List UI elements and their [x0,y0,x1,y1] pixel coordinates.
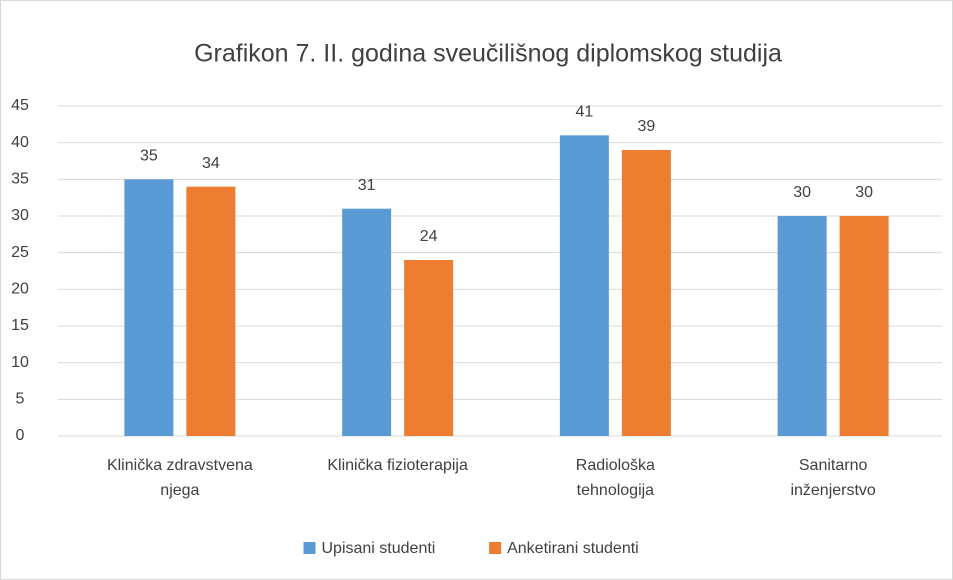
y-tick-label: 20 [11,281,29,298]
bar [404,260,454,436]
x-tick-label: inženjerstvo [790,482,875,499]
data-label: 34 [202,155,220,172]
legend-swatch [303,542,316,554]
y-tick-label: 35 [11,171,29,188]
y-tick-label: 40 [11,134,29,151]
x-tick-label: tehnologija [577,482,655,499]
y-tick-label: 45 [11,97,29,114]
bar [839,216,889,436]
data-label: 31 [358,177,376,194]
bar [186,186,236,436]
bar [342,208,392,436]
x-tick-label: njega [160,482,199,499]
data-label: 24 [420,228,438,245]
bar [621,150,671,436]
y-tick-label: 0 [16,427,25,444]
data-label: 35 [140,148,158,165]
bar [124,179,174,437]
y-tick-label: 30 [11,207,29,224]
y-tick-label: 15 [11,317,29,334]
data-label: 30 [793,184,811,201]
x-tick-label: Klinička fizioterapija [327,457,468,474]
data-label: 30 [855,184,873,201]
data-label: 39 [637,118,655,135]
legend-swatch [489,542,502,554]
data-label: 41 [575,104,593,121]
bar [777,216,827,436]
chart-title: Grafikon 7. II. godina sveučilišnog dipl… [194,40,782,68]
y-tick-label: 5 [16,391,25,408]
x-tick-label: Radiološka [576,457,655,474]
bar [559,135,609,437]
legend-label: Upisani studenti [322,540,436,557]
y-tick-label: 25 [11,244,29,261]
legend-label: Anketirani studenti [507,540,639,557]
y-tick-label: 10 [11,354,29,371]
x-tick-label: Klinička zdravstvena [107,457,253,474]
x-tick-label: Sanitarno [799,457,868,474]
